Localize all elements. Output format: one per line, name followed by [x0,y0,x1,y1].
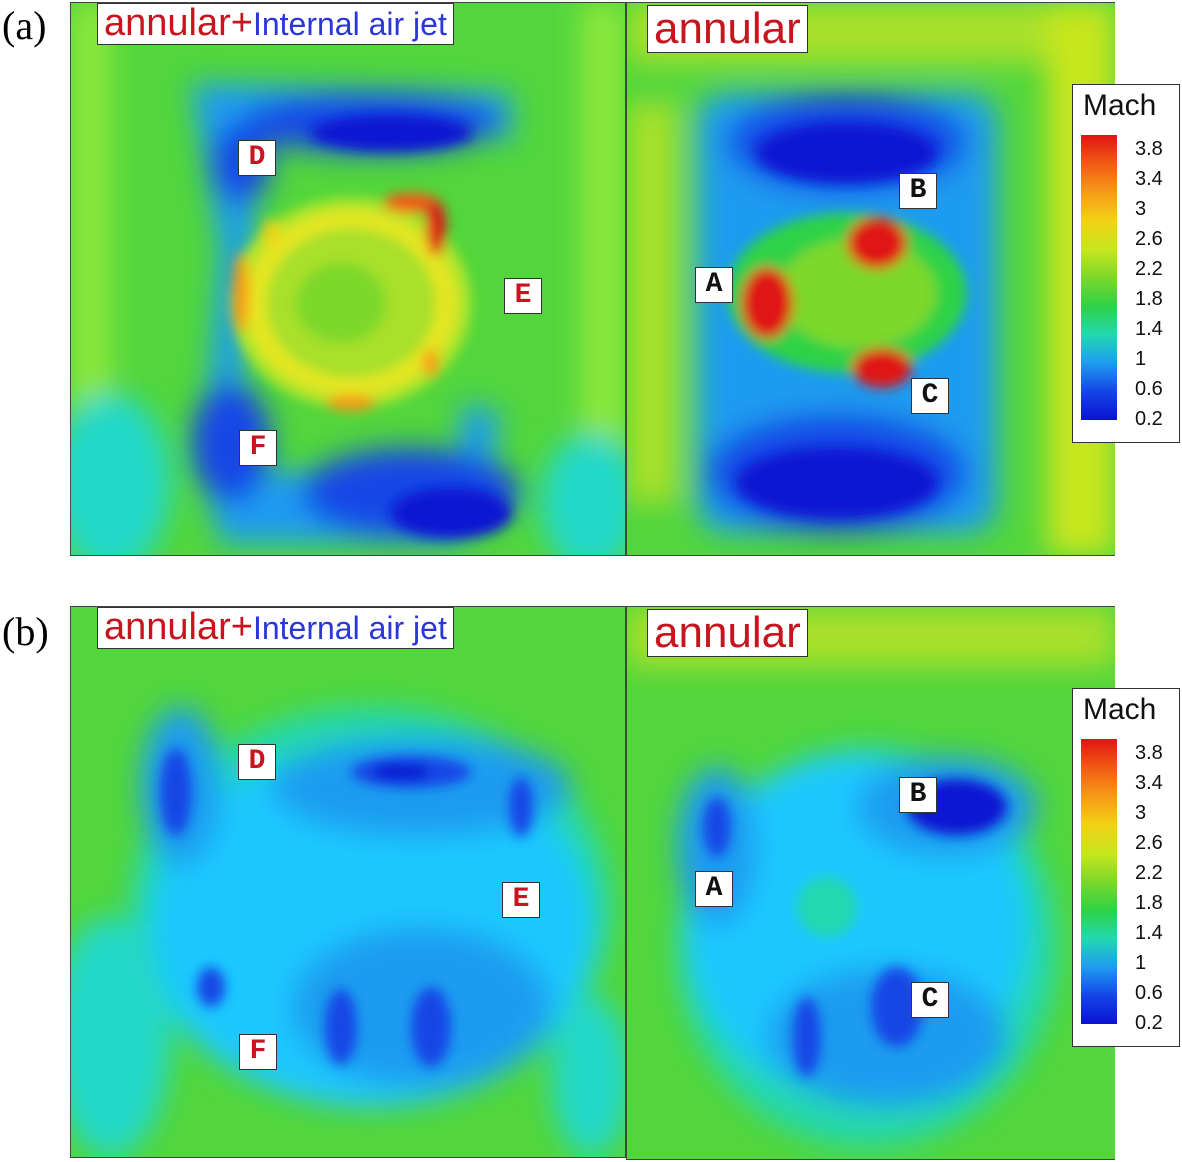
legend-tick: 1 [1135,952,1147,974]
legend-tick: 1.4 [1135,318,1163,340]
legend-tick: 0.2 [1135,1012,1163,1034]
legend-tick: 1.4 [1135,922,1163,944]
contour-field [71,3,625,555]
legend-tick: 0.6 [1135,982,1163,1004]
marker-c: C [911,378,949,414]
panel-title-annular: annular [647,609,808,658]
marker-b: B [899,777,937,813]
title-annular-plus: annular+ [104,2,253,44]
panel-title-combined: annular+Internal air jet [97,3,454,45]
marker-f: F [239,430,277,466]
legend-title: Mach [1083,89,1157,122]
title-internal-air-jet: Internal air jet [252,610,447,646]
panel-title-annular: annular [647,5,808,54]
marker-a: A [695,267,733,303]
contour-field [71,607,625,1157]
row-label-b: (b) [2,609,49,654]
legend-title: Mach [1083,693,1157,726]
legend-tick: 3.8 [1135,138,1163,160]
legend-tick: 1.8 [1135,288,1163,310]
color-scale [1081,135,1117,420]
mach-contour-a-combined: annular+Internal air jet D E F [70,2,626,556]
row-label-a: (a) [2,3,47,48]
legend-b: Mach 3.8 3.4 3 2.6 2.2 1.8 1.4 1 0.6 0.2 [1072,688,1180,1047]
marker-c: C [911,982,949,1018]
marker-e: E [502,882,540,918]
mach-contour-b-annular: annular A B C [626,606,1115,1160]
mach-contour-a-annular: annular A B C [626,2,1115,556]
legend-tick: 2.6 [1135,228,1163,250]
title-internal-air-jet: Internal air jet [252,6,447,42]
mach-contour-b-combined: annular+Internal air jet D E F [70,606,626,1158]
marker-d: D [238,744,276,780]
marker-a: A [695,871,733,907]
title-annular-plus: annular+ [104,606,253,648]
legend-tick: 3.8 [1135,742,1163,764]
legend-tick: 1.8 [1135,892,1163,914]
legend-tick: 3.4 [1135,168,1163,190]
marker-b: B [899,173,937,209]
marker-e: E [504,278,542,314]
legend-tick: 2.6 [1135,832,1163,854]
legend-tick: 2.2 [1135,862,1163,884]
contour-field [627,3,1115,555]
legend-tick: 0.6 [1135,378,1163,400]
legend-a: Mach 3.8 3.4 3 2.6 2.2 1.8 1.4 1 0.6 0.2 [1072,84,1180,443]
legend-tick: 1 [1135,348,1147,370]
legend-tick: 0.2 [1135,408,1163,430]
marker-d: D [238,140,276,176]
legend-tick: 3 [1135,198,1147,220]
marker-f: F [239,1034,277,1070]
legend-tick: 3.4 [1135,772,1163,794]
legend-tick: 3 [1135,802,1147,824]
panel-title-combined: annular+Internal air jet [97,607,454,649]
legend-tick: 2.2 [1135,258,1163,280]
contour-field [627,607,1115,1159]
color-scale [1081,739,1117,1024]
